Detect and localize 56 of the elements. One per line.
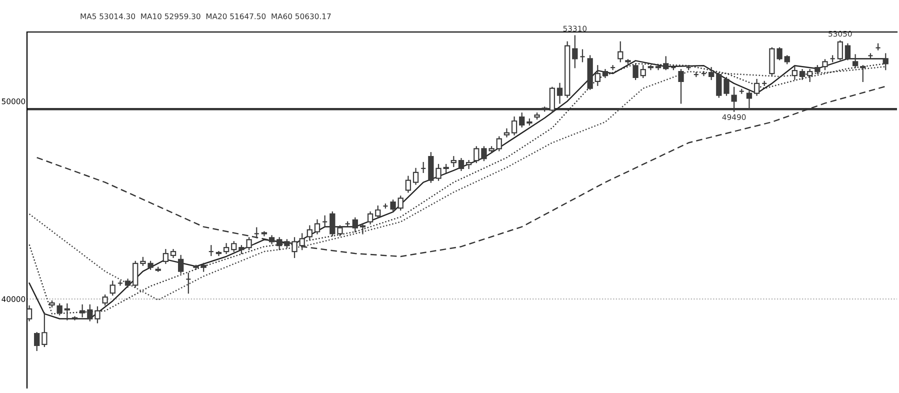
candlestick [390,200,396,213]
candlestick [110,280,116,296]
candlestick [337,225,343,236]
candlestick [716,72,722,98]
candlestick [511,116,518,136]
candlestick [216,250,222,256]
candlestick [580,49,586,62]
candlestick [496,136,502,152]
candlestick [844,43,851,60]
candlestick [186,272,192,294]
candlestick [314,219,320,234]
candlestick [450,156,456,168]
candlestick [330,211,336,236]
candlestick [367,211,374,224]
candlestick [208,245,214,256]
candlestick [299,233,305,250]
candlestick [34,332,40,351]
candlestick [412,168,419,185]
candlestick [572,35,578,68]
candlestick [556,82,563,104]
candlestick [519,112,525,128]
candlestick [504,128,510,138]
candlestick [799,69,806,80]
candlestick [231,241,237,252]
candlestick [276,237,282,250]
candlestick [420,162,426,173]
candlestick [261,231,268,236]
candlestick [618,41,624,62]
candlestick [405,176,412,193]
candlestick [837,40,843,60]
candlestick [306,225,313,240]
candlestick [102,294,108,306]
candlestick [375,205,381,218]
candlestick [807,69,813,82]
candlestick [117,280,124,286]
candlestick [398,196,404,211]
candlestick [700,71,707,76]
candlestick [322,215,328,226]
candlestick [822,59,828,70]
candlestick [27,305,32,322]
candlestick [132,260,138,288]
candlestick [72,316,78,320]
candlestick [360,223,366,234]
candlestick [678,69,684,104]
candlestick [724,76,730,96]
candlestick [458,158,464,171]
candlestick [162,249,169,264]
candlestick [223,243,230,254]
candlestick [474,146,480,164]
candlestick [640,65,646,78]
candlestick [754,78,760,96]
candlestick [42,312,48,348]
candlestick [254,227,260,238]
candlestick [352,217,358,232]
candlestick [875,43,881,50]
candlestick [178,254,184,274]
